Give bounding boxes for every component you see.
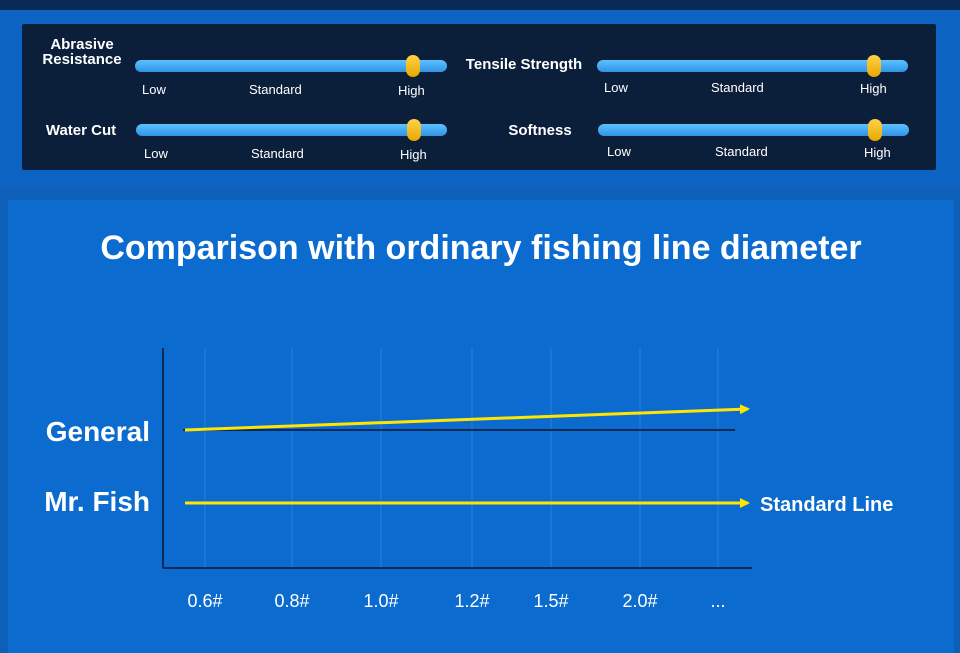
meter-knob-softness (868, 119, 882, 141)
meter-knob-tensile-strength (867, 55, 881, 77)
x-tick-label: 0.6# (187, 591, 222, 611)
properties-panel: Abrasive Resistance Low Standard High Te… (22, 24, 936, 170)
meter-tick-low: Low (607, 144, 631, 159)
chart-panel: Comparison with ordinary fishing line di… (8, 200, 954, 653)
meter-label-water-cut: Water Cut (45, 122, 117, 139)
properties-panel-frame: Abrasive Resistance Low Standard High Te… (0, 10, 960, 188)
x-tick-label: 0.8# (274, 591, 309, 611)
meter-tick-standard: Standard (251, 146, 304, 161)
series-line-general (184, 404, 750, 432)
meter-tick-high: High (398, 83, 425, 98)
meter-track-abrasive-resistance (135, 60, 447, 72)
meter-tick-low: Low (142, 82, 166, 97)
series-label-mr-fish: Mr. Fish (44, 486, 150, 517)
meter-tick-high: High (864, 145, 891, 160)
x-tick-label: ... (710, 591, 725, 611)
meter-tick-standard: Standard (249, 82, 302, 97)
meter-track-softness (598, 124, 909, 136)
meter-label-abrasive-resistance: Abrasive Resistance (42, 36, 122, 68)
meter-label-tensile-strength: Tensile Strength (465, 56, 583, 73)
meter-tick-standard: Standard (715, 144, 768, 159)
top-edge-strip (0, 0, 960, 10)
meter-tick-low: Low (604, 80, 628, 95)
x-tick-label: 1.2# (454, 591, 489, 611)
series-label-general: General (46, 416, 150, 447)
meter-track-tensile-strength (597, 60, 908, 72)
x-tick-label: 1.5# (533, 591, 568, 611)
x-tick-label: 1.0# (363, 591, 398, 611)
x-tick-label: 2.0# (622, 591, 657, 611)
meter-tick-high: High (860, 81, 887, 96)
meter-label-softness: Softness (508, 122, 572, 139)
meter-tick-high: High (400, 147, 427, 162)
chart-title: Comparison with ordinary fishing line di… (100, 229, 862, 267)
meter-knob-abrasive-resistance (406, 55, 420, 77)
meter-track-water-cut (136, 124, 447, 136)
meter-knob-water-cut (407, 119, 421, 141)
meter-tick-low: Low (144, 146, 168, 161)
meter-tick-standard: Standard (711, 80, 764, 95)
standard-line-annotation: Standard Line (760, 494, 893, 516)
